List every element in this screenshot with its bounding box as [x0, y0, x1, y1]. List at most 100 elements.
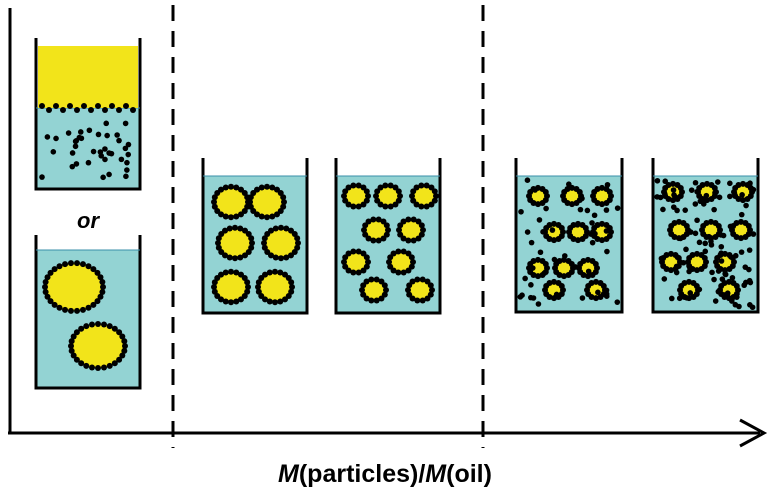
particle — [716, 268, 722, 274]
particle — [116, 107, 122, 113]
particle — [697, 287, 703, 293]
particle — [713, 298, 719, 304]
particle — [98, 149, 104, 155]
particle — [659, 256, 665, 262]
particle — [662, 178, 668, 184]
particle — [109, 103, 115, 109]
particle — [86, 305, 92, 311]
particle — [233, 299, 239, 305]
particle — [232, 225, 238, 231]
particle — [671, 187, 677, 193]
particle — [746, 223, 752, 229]
particle — [74, 260, 80, 266]
particle — [538, 249, 544, 255]
particle — [91, 149, 97, 155]
label-part: M — [278, 460, 300, 488]
particle — [74, 308, 80, 314]
particle — [684, 295, 690, 301]
particle — [244, 279, 250, 285]
particle — [660, 207, 666, 213]
particle — [67, 103, 73, 109]
particle — [712, 190, 718, 196]
particle — [739, 192, 745, 198]
particle — [278, 255, 284, 261]
particle — [74, 107, 80, 113]
particle — [604, 249, 610, 255]
particle — [578, 207, 584, 213]
particle — [741, 282, 747, 288]
particle — [374, 298, 380, 304]
particle — [681, 260, 687, 266]
particle — [678, 185, 684, 191]
particle — [39, 174, 45, 180]
particle — [747, 180, 753, 186]
particle — [518, 209, 524, 215]
particle — [104, 133, 110, 139]
particle — [223, 269, 229, 275]
particle — [721, 233, 727, 239]
particle — [747, 302, 753, 308]
particle — [693, 201, 699, 207]
particle — [124, 167, 130, 173]
particle — [733, 253, 739, 259]
particle — [53, 103, 59, 109]
particle — [715, 179, 721, 185]
particle — [687, 290, 693, 296]
particle — [694, 189, 700, 195]
particle — [540, 229, 546, 235]
particle — [277, 299, 283, 305]
particle — [405, 216, 411, 222]
particle — [595, 290, 601, 296]
particle — [384, 222, 390, 228]
particle — [702, 255, 708, 261]
particle — [273, 225, 279, 231]
particle — [543, 206, 549, 212]
particle — [543, 189, 549, 195]
particle — [592, 212, 598, 218]
particle — [124, 160, 130, 166]
particle — [237, 255, 243, 261]
label-part: (particles)/ — [299, 460, 425, 488]
particle — [734, 283, 740, 289]
particle — [607, 189, 613, 195]
or-label: or — [77, 208, 100, 233]
particle — [100, 175, 106, 181]
particle — [264, 184, 270, 190]
particle — [368, 276, 374, 282]
particle — [529, 240, 535, 246]
particle — [46, 107, 52, 113]
particle — [53, 136, 59, 142]
particle — [751, 187, 757, 193]
particle — [88, 107, 94, 113]
particle — [704, 193, 710, 199]
particle — [95, 321, 101, 327]
particle — [101, 322, 107, 328]
particle — [350, 248, 356, 254]
particle — [728, 254, 734, 260]
particle — [112, 360, 118, 366]
particle — [364, 188, 370, 194]
particle — [674, 264, 680, 270]
particle — [77, 135, 83, 141]
particle — [109, 151, 115, 157]
particle — [604, 228, 610, 234]
particle — [686, 269, 692, 275]
particle — [525, 177, 531, 183]
particle — [550, 227, 556, 233]
particle — [125, 152, 131, 158]
particle — [95, 103, 101, 109]
particle — [388, 204, 394, 210]
particle — [552, 257, 558, 263]
particle — [716, 223, 722, 229]
particle — [577, 189, 583, 195]
particle — [662, 191, 668, 197]
particle — [414, 276, 420, 282]
particle — [727, 181, 733, 187]
particle — [580, 295, 586, 301]
particle — [83, 363, 89, 369]
particle — [684, 223, 690, 229]
label-part: M — [425, 460, 447, 488]
x-axis-label: M(particles)/M(oil) — [278, 460, 492, 488]
particle — [537, 217, 543, 223]
particle — [278, 225, 284, 231]
